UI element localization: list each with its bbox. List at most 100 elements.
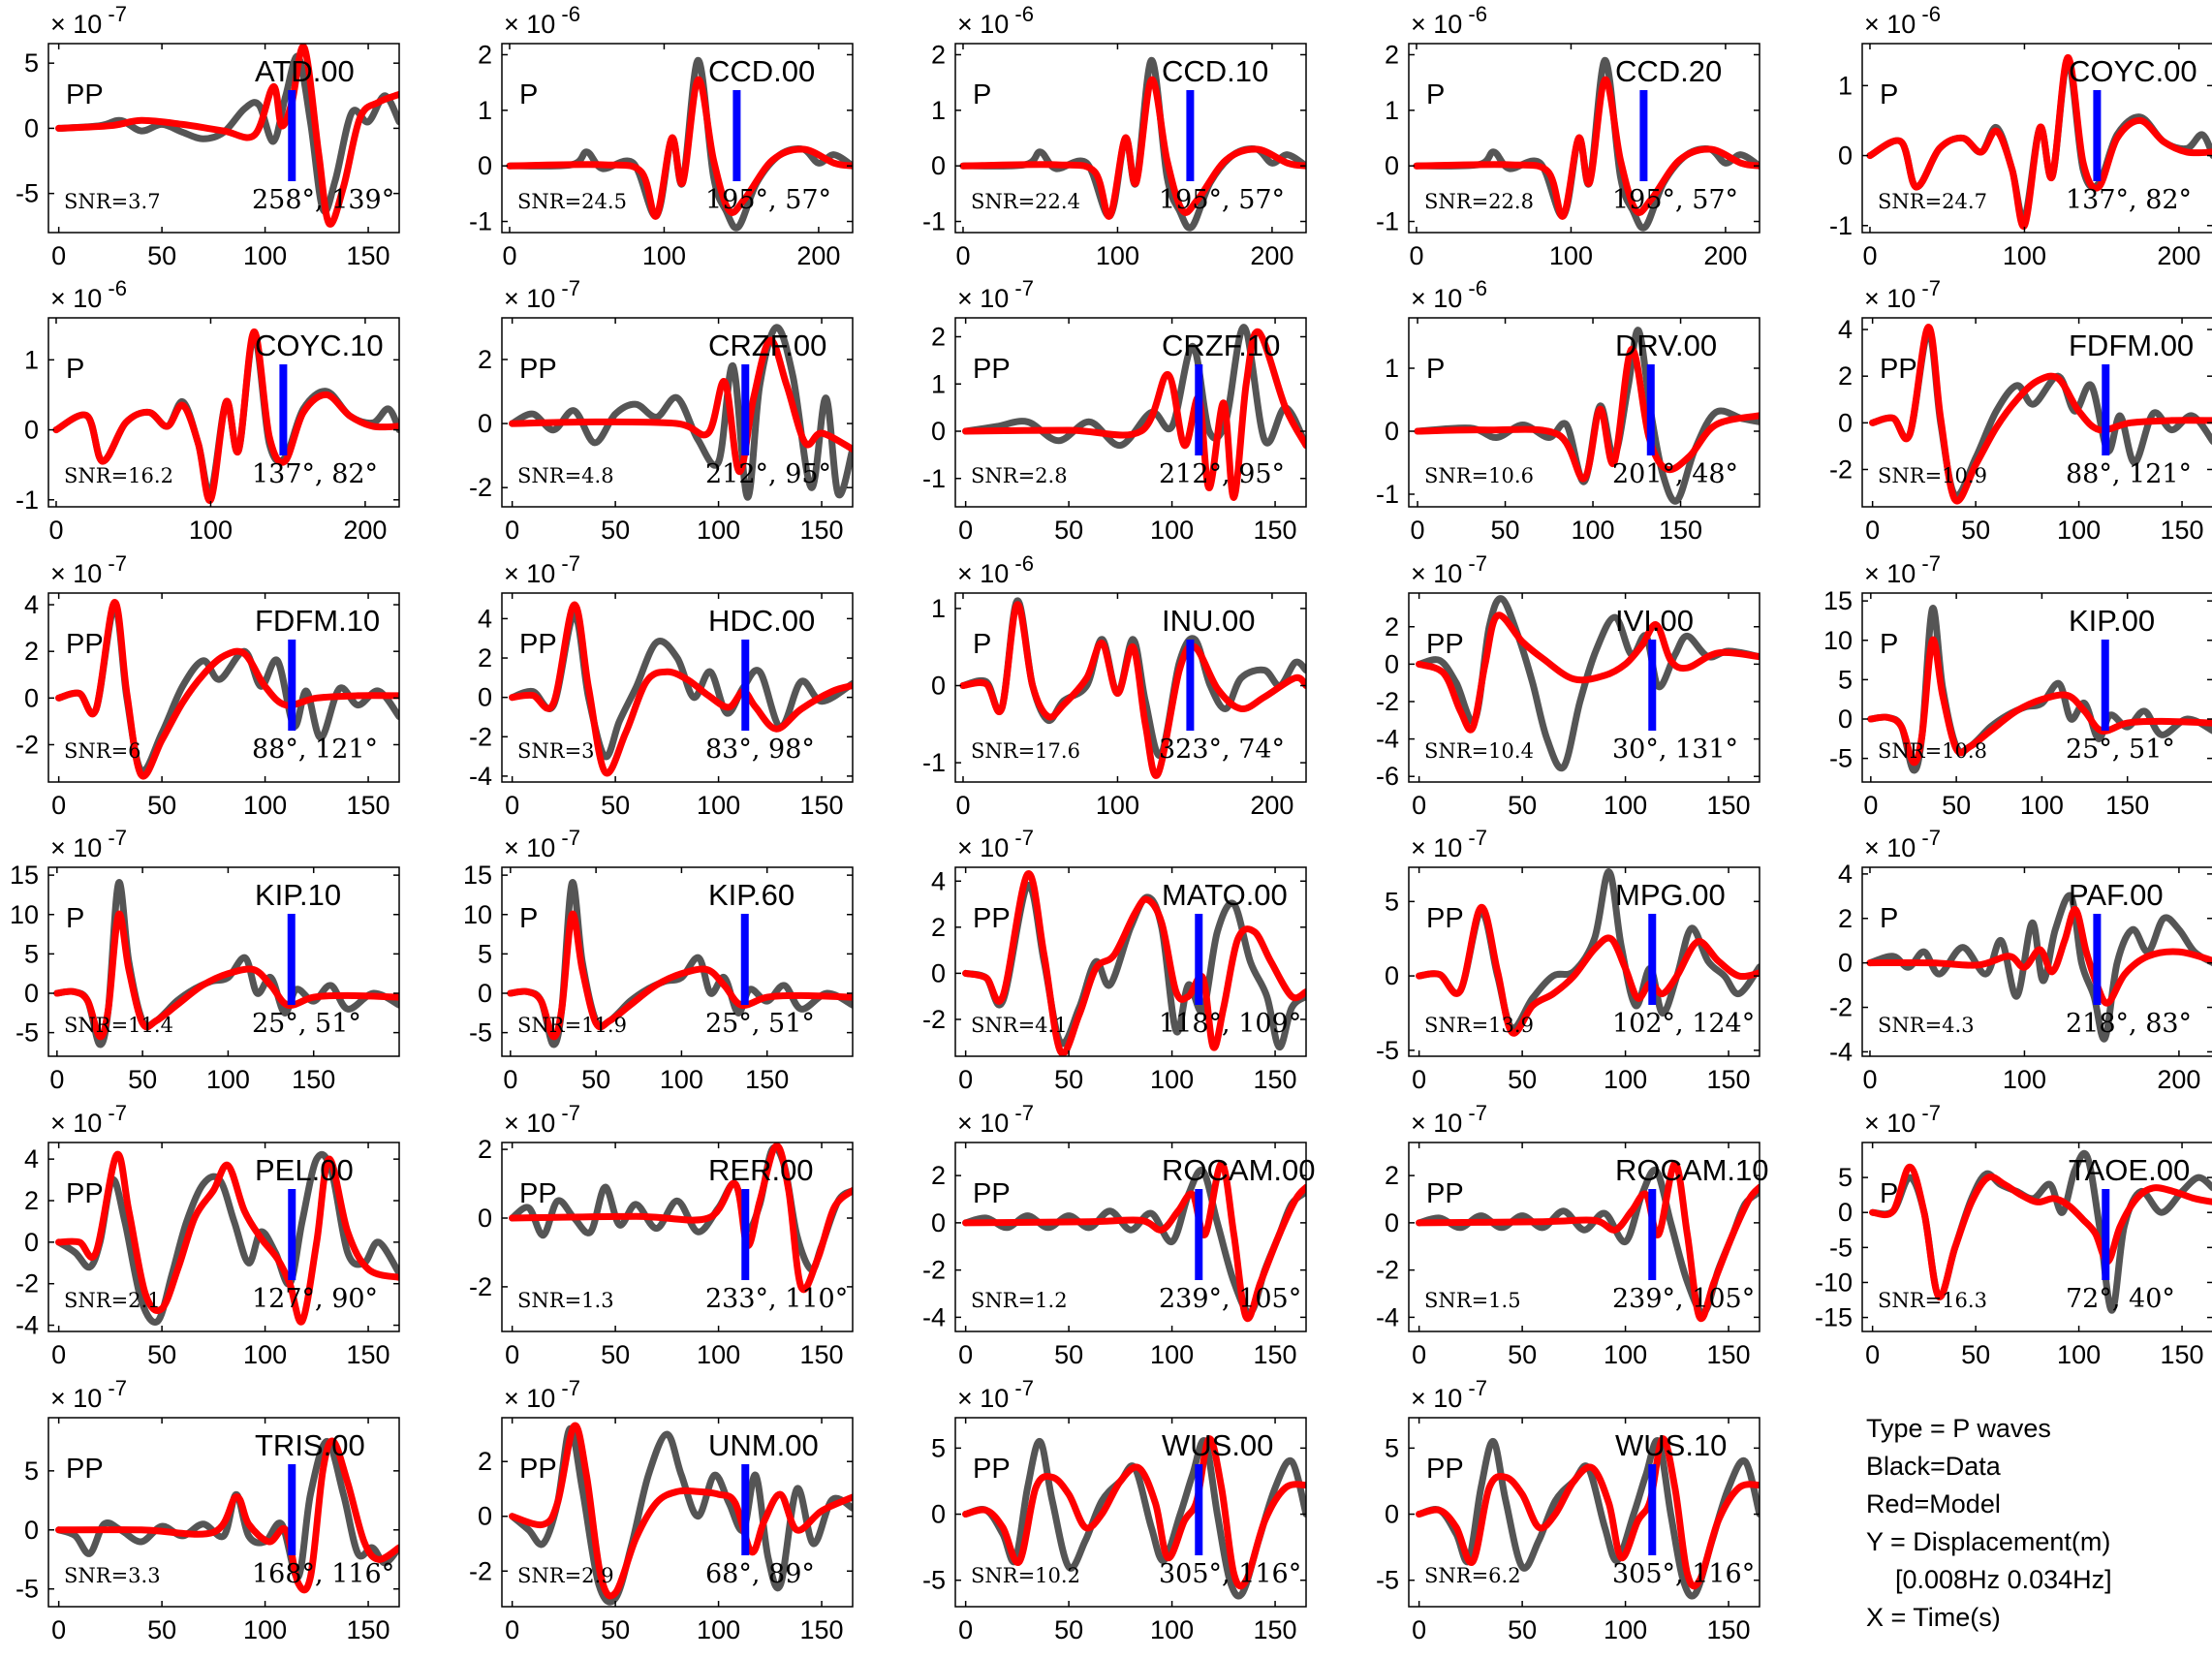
panel-tris-00: 0 50 100 150 -5 0 5 × 10 -7 PP TRIS.00 SNR=3.3 168°… bbox=[16, 1376, 400, 1644]
y-tick-label: 15 bbox=[463, 861, 492, 890]
x-tick-label: 50 bbox=[1491, 516, 1520, 545]
y-tick-label: -2 bbox=[16, 1269, 39, 1299]
phase-label: P bbox=[519, 79, 538, 110]
exponent-label: × 10 -6 bbox=[1411, 276, 1487, 313]
y-tick-label: 1 bbox=[478, 96, 492, 125]
plot-area bbox=[1416, 868, 1760, 1037]
y-tick-label: 5 bbox=[24, 939, 39, 968]
x-tick-label: 150 bbox=[1254, 1615, 1297, 1644]
x-tick-label: 50 bbox=[147, 791, 176, 820]
y-tick-label: 0 bbox=[24, 416, 39, 445]
y-tick-label: 2 bbox=[1838, 361, 1853, 391]
y-tick-label: 0 bbox=[1385, 151, 1399, 180]
y-tick-label: -2 bbox=[469, 473, 492, 502]
panel-ivi-00: 0 50 100 150 -6 -4 -2 0 2 × 10 -7 PP IVI.00 SNR=10.4… bbox=[1376, 551, 1760, 820]
y-tick-label: -5 bbox=[469, 1018, 492, 1048]
y-tick-label: 4 bbox=[1838, 315, 1853, 344]
station-label: CRZF.10 bbox=[1162, 329, 1280, 362]
y-tick-label: -1 bbox=[16, 485, 39, 515]
y-tick-label: 0 bbox=[1385, 417, 1399, 446]
x-tick-label: 200 bbox=[343, 516, 387, 545]
y-tick-label: 0 bbox=[931, 417, 946, 446]
y-tick-label: 1 bbox=[931, 594, 946, 623]
angles-label: 83°, 98° bbox=[705, 735, 815, 765]
axes-frame bbox=[1861, 866, 2212, 1057]
phase-label: P bbox=[1880, 1178, 1898, 1209]
exponent-label: × 10 -7 bbox=[504, 1101, 580, 1138]
x-tick-label: 0 bbox=[1862, 1065, 1877, 1094]
model-trace bbox=[55, 1437, 399, 1594]
panel-coyc-00: 0 100 200 -1 0 1 × 10 -6 P COYC.00 SNR=24.7 137°, … bbox=[1829, 2, 2212, 270]
exponent-label: × 10 -6 bbox=[50, 276, 127, 313]
station-label: CCD.00 bbox=[708, 54, 815, 88]
panel-unm-00: 0 50 100 150 -2 0 2 × 10 -7 PP UNM.00 SNR=2.9 68°, … bbox=[469, 1376, 854, 1644]
y-tick-label: 15 bbox=[10, 861, 39, 890]
phase-label: P bbox=[973, 629, 991, 660]
axes-frame bbox=[954, 866, 1307, 1057]
data-trace bbox=[55, 52, 399, 215]
y-tick-label: 2 bbox=[478, 643, 492, 673]
y-tick-label: -5 bbox=[1376, 1566, 1399, 1595]
x-tick-label: 150 bbox=[347, 791, 390, 820]
angles-label: 88°, 121° bbox=[252, 735, 378, 765]
x-tick-label: 100 bbox=[1150, 1340, 1194, 1369]
plot-area bbox=[1416, 1160, 1760, 1323]
y-tick-label: 10 bbox=[463, 900, 492, 929]
x-tick-label: 0 bbox=[505, 516, 519, 545]
axes-frame bbox=[501, 43, 854, 234]
snr-label: SNR=4.3 bbox=[1878, 1014, 1975, 1037]
y-tick-label: 0 bbox=[1838, 1198, 1853, 1227]
plot-area bbox=[1867, 605, 2212, 774]
exponent-label: × 10 -7 bbox=[1864, 551, 1941, 588]
model-trace bbox=[962, 870, 1306, 1056]
axes-frame bbox=[954, 317, 1307, 508]
model-trace bbox=[1869, 1163, 2212, 1300]
x-tick-label: 150 bbox=[2161, 1340, 2204, 1369]
axes-frame bbox=[501, 866, 854, 1057]
axes-frame bbox=[1408, 592, 1760, 783]
y-tick-label: -6 bbox=[1376, 762, 1399, 791]
model-trace bbox=[962, 1435, 1306, 1590]
x-tick-label: 200 bbox=[1250, 241, 1293, 270]
plot-area bbox=[1866, 892, 2212, 1043]
snr-label: SNR=17.6 bbox=[971, 739, 1080, 763]
y-tick-label: -2 bbox=[1829, 454, 1853, 484]
station-label: TRIS.00 bbox=[255, 1428, 365, 1462]
phase-label: P bbox=[1880, 79, 1898, 110]
x-tick-label: 150 bbox=[347, 1615, 390, 1644]
plot-area bbox=[55, 1150, 399, 1326]
y-tick-label: 4 bbox=[24, 1144, 39, 1174]
x-tick-label: 100 bbox=[2057, 516, 2101, 545]
x-tick-label: 0 bbox=[1412, 1065, 1426, 1094]
x-tick-label: 150 bbox=[347, 1340, 390, 1369]
angles-label: 239°, 105° bbox=[1159, 1284, 1301, 1314]
y-tick-label: -1 bbox=[469, 207, 492, 236]
legend-band: [0.008Hz 0.034Hz] bbox=[1895, 1565, 2112, 1594]
angles-label: 118°, 109° bbox=[1159, 1009, 1301, 1039]
panel-mpg-00: 0 50 100 150 -5 0 5 × 10 -7 PP MPG.00 SNR=13.9 102°… bbox=[1376, 826, 1760, 1094]
station-label: MATO.00 bbox=[1162, 878, 1288, 912]
x-tick-label: 50 bbox=[1508, 1340, 1537, 1369]
axes-frame bbox=[47, 1142, 400, 1332]
data-trace bbox=[1416, 1437, 1760, 1600]
exponent-label: × 10 -7 bbox=[50, 1101, 127, 1138]
angles-label: 88°, 121° bbox=[2066, 459, 2192, 489]
x-tick-label: 100 bbox=[1096, 241, 1139, 270]
x-tick-label: 100 bbox=[697, 791, 740, 820]
y-tick-label: 0 bbox=[24, 979, 39, 1008]
x-tick-label: 100 bbox=[1150, 1615, 1194, 1644]
y-tick-label: 2 bbox=[1385, 1161, 1399, 1190]
x-tick-label: 100 bbox=[243, 1615, 287, 1644]
x-tick-label: 150 bbox=[800, 1340, 844, 1369]
x-tick-label: 0 bbox=[51, 1340, 66, 1369]
x-tick-label: 0 bbox=[1865, 1340, 1880, 1369]
x-tick-label: 50 bbox=[601, 1615, 630, 1644]
x-tick-label: 100 bbox=[2057, 1340, 2101, 1369]
y-tick-label: 0 bbox=[931, 958, 946, 987]
plot-area bbox=[1866, 53, 2212, 230]
y-tick-label: 2 bbox=[931, 323, 946, 352]
y-tick-label: 5 bbox=[24, 48, 39, 78]
y-tick-label: 0 bbox=[1385, 1208, 1399, 1237]
snr-label: SNR=10.6 bbox=[1424, 464, 1534, 487]
y-tick-label: 0 bbox=[24, 1516, 39, 1545]
